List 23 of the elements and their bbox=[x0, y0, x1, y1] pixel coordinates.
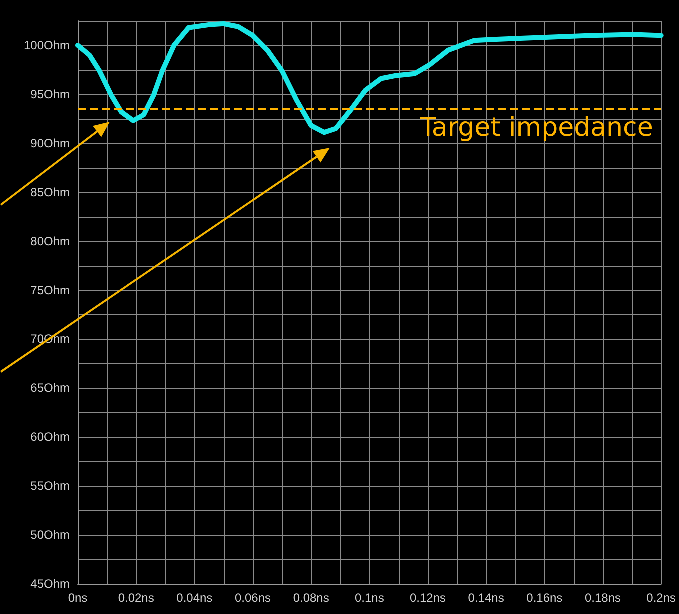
y-tick-label: 65Ohm bbox=[30, 381, 70, 396]
x-tick-label: 0.06ns bbox=[234, 591, 272, 605]
y-tick-label: 95Ohm bbox=[30, 87, 70, 102]
y-tick-label: 90Ohm bbox=[30, 136, 70, 150]
y-tick-label: 75Ohm bbox=[30, 283, 70, 298]
ref-line-label: Target impedance bbox=[419, 113, 654, 144]
x-tick-label: 0.16ns bbox=[526, 591, 563, 605]
x-tick-label: 0.08ns bbox=[293, 591, 330, 605]
y-tick-label: 55Ohm bbox=[30, 479, 70, 494]
y-tick-label: 60Ohm bbox=[30, 430, 70, 444]
x-tick-label: 0ns bbox=[68, 591, 88, 605]
y-tick-label: 50Ohm bbox=[30, 528, 70, 542]
x-tick-label: 0.1ns bbox=[354, 591, 384, 605]
x-tick-label: 0.12ns bbox=[410, 591, 446, 605]
y-tick-label: 80Ohm bbox=[30, 234, 70, 248]
y-tick-label: 85Ohm bbox=[30, 185, 70, 200]
x-tick-label: 0.04ns bbox=[176, 591, 213, 605]
y-tick-label: 45Ohm bbox=[30, 577, 70, 591]
x-tick-label: 0.14ns bbox=[468, 591, 504, 605]
x-tick-label: 0.02ns bbox=[118, 591, 154, 605]
x-tick-label: 0.2ns bbox=[646, 591, 676, 605]
x-tick-label: 0.18ns bbox=[584, 591, 622, 605]
y-tick-label: 100Ohm bbox=[24, 38, 70, 52]
